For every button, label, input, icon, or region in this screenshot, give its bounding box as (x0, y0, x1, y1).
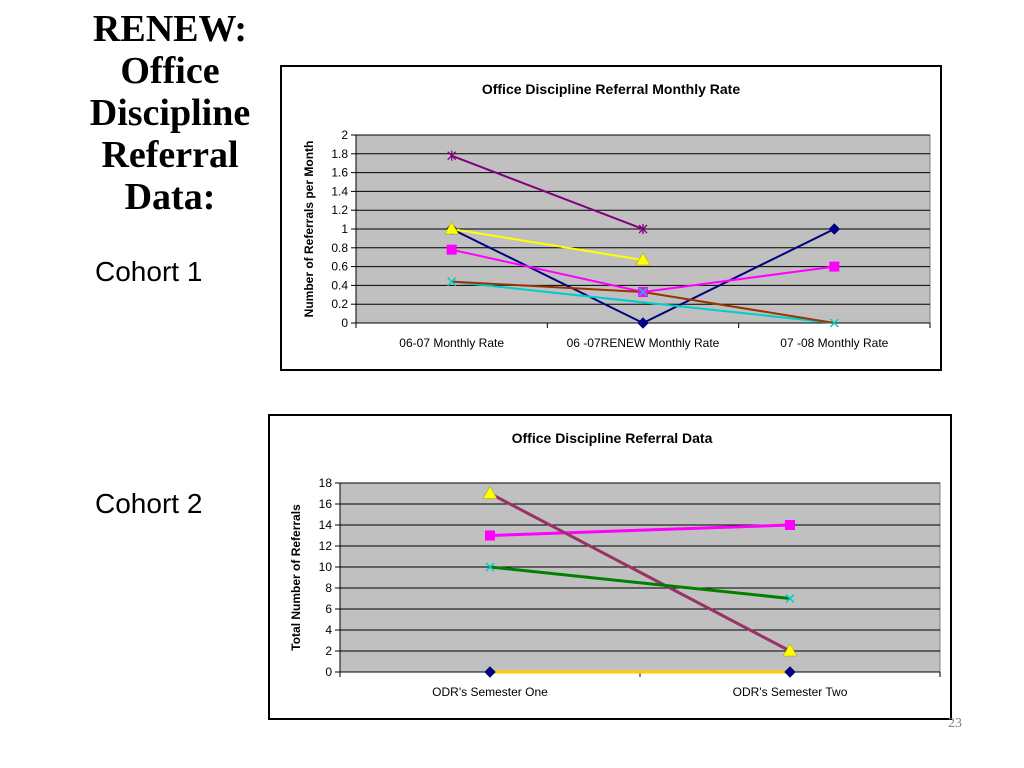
title-line: Discipline (89, 92, 251, 134)
data-point-diamond (484, 666, 496, 678)
chart-title: Office Discipline Referral Monthly Rate (482, 81, 740, 97)
data-point-triangle (482, 486, 498, 499)
data-point-triangle (782, 643, 798, 657)
data-point-x (829, 318, 839, 328)
x-tick-label: 06 -07RENEW Monthly Rate (567, 336, 720, 350)
y-tick-label: 6 (325, 602, 332, 616)
data-point-x (638, 287, 648, 297)
y-tick-label: 0.2 (331, 297, 348, 311)
series-line (489, 523, 791, 537)
data-point-diamond (637, 317, 649, 329)
y-tick-label: 1.2 (331, 203, 348, 217)
series-line (451, 280, 835, 324)
y-tick-label: 16 (319, 497, 333, 511)
data-point-square (829, 261, 840, 272)
data-point-x (485, 562, 495, 572)
data-point-x-stroke (785, 593, 795, 604)
y-tick-label: 14 (319, 518, 333, 532)
x-tick-label: ODR's Semester Two (733, 685, 848, 699)
cohort-2-label: Cohort 2 (95, 488, 203, 519)
y-tick-label: 0 (341, 316, 348, 330)
plot-area (339, 482, 941, 673)
y-tick-label: 2 (325, 644, 332, 658)
data-point-square (785, 520, 795, 530)
data-point-star (638, 224, 648, 234)
cohort-1-label: Cohort 1 (95, 256, 203, 287)
series-line (489, 565, 791, 600)
chart-monthly-rate: Office Discipline Referral Monthly Rate 0… (280, 65, 942, 371)
data-point-x (447, 277, 457, 287)
data-point-x-stroke (829, 318, 839, 328)
data-point-x-stroke (638, 287, 648, 297)
y-tick-label: 0.6 (331, 260, 348, 274)
y-tick-label: 0.8 (331, 241, 348, 255)
y-tick-label: 10 (319, 560, 333, 574)
slide-title: RENEW: Office Discipline Referral Data: (70, 8, 270, 218)
title-line: Data: (124, 176, 216, 218)
series-line (489, 492, 791, 653)
y-tick-label: 18 (319, 476, 333, 490)
y-tick-label: 2 (341, 128, 348, 142)
y-tick-label: 1.8 (331, 147, 348, 161)
y-tick-label: 12 (319, 539, 333, 553)
y-tick-label: 4 (325, 623, 332, 637)
page-number: 23 (948, 716, 962, 731)
y-tick-label: 8 (325, 581, 332, 595)
x-tick-label: 06-07 Monthly Rate (399, 336, 504, 350)
chart-referral-data: Office Discipline Referral Data 0 2 4 6 8 10 12… (268, 414, 952, 720)
y-axis-label: Number of Referrals per Month (302, 141, 316, 318)
title-line: Office (120, 50, 220, 92)
data-point-star (447, 150, 457, 161)
y-axis-label: Total Number of Referrals (289, 504, 303, 651)
x-tick-label: 07 -08 Monthly Rate (780, 336, 888, 350)
data-point-diamond (784, 666, 796, 678)
x-tick-label: ODR's Semester One (432, 685, 548, 699)
data-point-triangle (444, 221, 460, 235)
data-point-x-stroke (447, 277, 457, 287)
data-point-square (446, 244, 457, 255)
title-line: RENEW: (92, 8, 248, 50)
data-point-x-stroke (485, 562, 495, 572)
data-point-triangle (635, 252, 651, 266)
y-tick-label: 1.6 (331, 166, 348, 180)
series-line (451, 228, 644, 262)
y-tick-label: 0.4 (331, 278, 348, 292)
series-line (451, 154, 644, 230)
y-tick-label: 0 (325, 665, 332, 679)
data-point-square (485, 530, 495, 541)
data-point-diamond (828, 223, 841, 235)
chart-title: Office Discipline Referral Data (512, 430, 713, 446)
y-tick-label: 1 (341, 222, 348, 236)
chart-monthly-rate-svg: Office Discipline Referral Monthly Rate 0… (302, 81, 931, 350)
title-line: Referral (101, 134, 239, 176)
data-point-x (785, 593, 795, 604)
chart-referral-data-svg: Office Discipline Referral Data 0 2 4 6 8 10 12… (289, 430, 941, 699)
y-tick-label: 1.4 (331, 184, 348, 198)
